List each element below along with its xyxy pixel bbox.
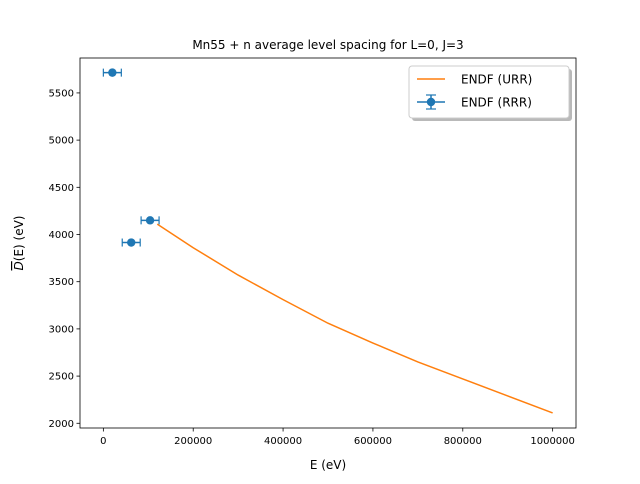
urr-series-line	[156, 223, 553, 414]
axes-frame	[79, 57, 577, 429]
x-axis-ticks: 0 200000 400000 600000 800000 1000000	[100, 428, 575, 447]
y-tick-label: 2000	[49, 419, 74, 430]
legend-box	[408, 65, 570, 119]
rrr-data-point	[108, 68, 117, 77]
plot-area	[102, 68, 553, 414]
y-tick-label: 4500	[49, 183, 74, 194]
y-tick-label: 4000	[49, 230, 74, 241]
y-tick-label: 5500	[49, 88, 74, 99]
x-tick-label: 0	[100, 436, 106, 447]
x-axis-label: E (eV)	[310, 458, 346, 472]
y-axis-label-rest: (E) (eV)	[12, 216, 26, 262]
chart-title: Mn55 + n average level spacing for L=0, …	[192, 38, 463, 52]
legend-marker-swatch	[426, 97, 436, 107]
rrr-data-point	[127, 238, 136, 247]
y-tick-label: 3000	[49, 324, 74, 335]
y-axis-label: D(E) (eV)	[12, 216, 26, 271]
legend: ENDF (URR) ENDF (RRR)	[408, 65, 572, 121]
rrr-data-point	[145, 216, 155, 225]
x-tick-label: 200000	[174, 436, 212, 447]
y-axis-label-symbol: D	[12, 261, 26, 270]
legend-label: ENDF (RRR)	[461, 96, 532, 110]
x-tick-label: 400000	[264, 436, 302, 447]
x-tick-label: 1000000	[530, 436, 575, 447]
y-tick-label: 5000	[49, 136, 74, 147]
y-tick-label: 3500	[49, 277, 74, 288]
x-tick-label: 600000	[354, 436, 392, 447]
legend-label: ENDF (URR)	[461, 73, 532, 87]
y-tick-label: 2500	[49, 372, 74, 383]
y-axis-ticks: 2000 2500 3000 3500 4000 4500 5000 5500	[49, 88, 80, 430]
x-tick-label: 800000	[444, 436, 482, 447]
